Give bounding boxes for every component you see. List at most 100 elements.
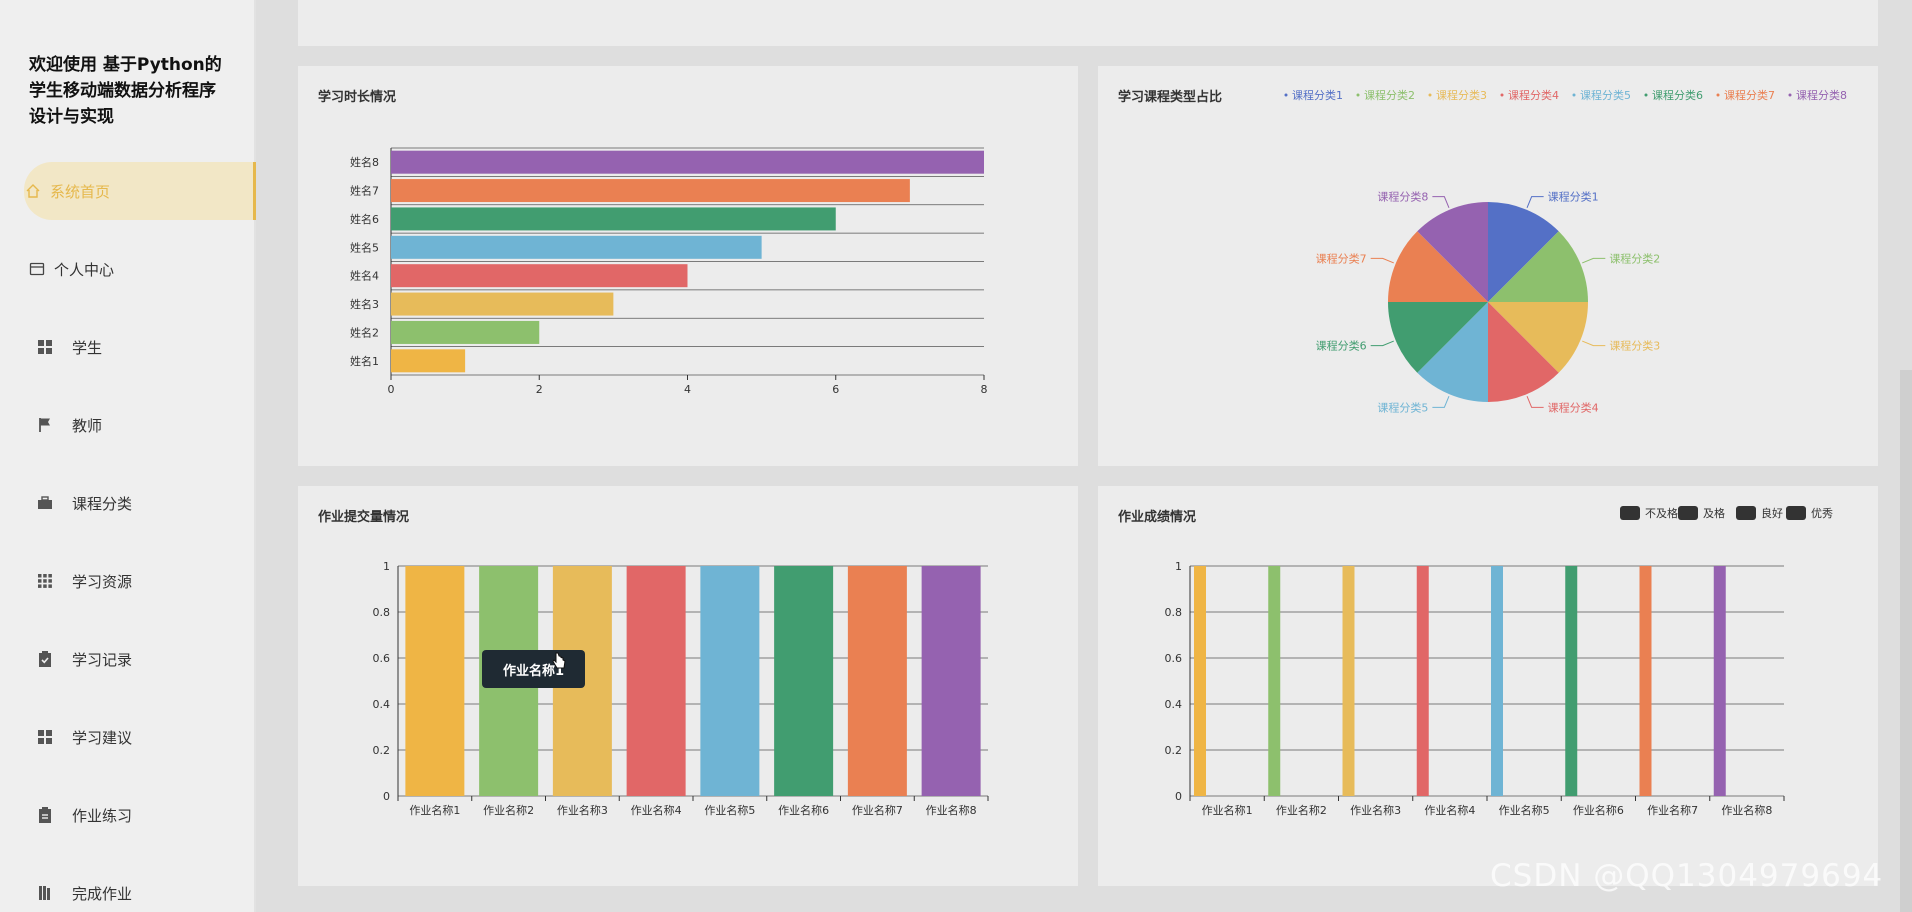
- sidebar-item-study-advice[interactable]: 学习建议: [0, 708, 256, 766]
- legend-marker: [1500, 93, 1504, 97]
- sidebar-item-course-category[interactable]: 课程分类: [0, 474, 256, 532]
- bar: [391, 179, 910, 203]
- bar: [1639, 566, 1652, 796]
- panel-title: 学习课程类型占比: [1118, 90, 1223, 105]
- top-panel-strip: [298, 0, 1878, 46]
- tick-label: 姓名7: [350, 184, 379, 198]
- page-scrollbar[interactable]: [1900, 370, 1912, 912]
- pie-label-line: [1432, 396, 1450, 408]
- legend-label: 课程分类7: [1724, 88, 1775, 102]
- bar: [700, 566, 760, 796]
- tick-label: 姓名6: [350, 212, 379, 226]
- legend-label: 课程分类2: [1364, 88, 1415, 102]
- tick-label: 作业名称5: [704, 803, 755, 817]
- sidebar-item-label: 学生: [72, 338, 103, 357]
- tick-label: 0.6: [1165, 652, 1183, 665]
- legend-marker: [1572, 93, 1576, 97]
- tick-label: 0.2: [1165, 744, 1183, 757]
- tick-label: 姓名4: [350, 269, 379, 283]
- legend-marker: [1284, 93, 1288, 97]
- app-title-line-1: 欢迎使用 基于Python的: [29, 55, 222, 75]
- sidebar-item-teachers[interactable]: 教师: [0, 396, 256, 454]
- panel-title: 学习时长情况: [318, 90, 397, 105]
- legend-label: 及格: [1703, 506, 1725, 520]
- legend-label: 课程分类3: [1436, 88, 1487, 102]
- sidebar-item-completed-homework[interactable]: 完成作业: [0, 864, 256, 912]
- pie-label: 课程分类2: [1609, 251, 1660, 265]
- hand-cursor-icon: [552, 652, 566, 669]
- pie-slice: [1417, 202, 1488, 302]
- bar: [391, 150, 984, 174]
- legend-marker: [1788, 93, 1792, 97]
- pie-label-line: [1370, 257, 1394, 264]
- sidebar-item-label: 学习建议: [72, 728, 133, 747]
- bar: [847, 566, 907, 796]
- tick-label: 姓名1: [350, 354, 379, 368]
- tick-label: 4: [684, 383, 691, 396]
- sidebar-item-label: 课程分类: [72, 494, 133, 513]
- tick-label: 作业名称4: [1424, 803, 1475, 817]
- pie-label-line: [1582, 340, 1606, 347]
- tick-label: 0.8: [373, 606, 391, 619]
- flag-icon: [36, 416, 54, 434]
- sidebar-item-label: 学习记录: [72, 650, 133, 669]
- legend-label: 课程分类1: [1292, 88, 1343, 102]
- legend-label: 课程分类8: [1796, 88, 1847, 102]
- legend-label: 良好: [1761, 506, 1783, 520]
- tick-label: 0.4: [1165, 698, 1183, 711]
- pie-slice: [1488, 231, 1588, 302]
- submission-panel: 作业提交量情况 0 0.2 0.4 0.6 0.8 1 作业名称1 作业名称2 作业名称3 作业名…: [298, 486, 1078, 886]
- bar: [1565, 566, 1578, 796]
- bar: [1416, 566, 1429, 796]
- pie-label-line: [1432, 196, 1450, 208]
- sidebar-item-homework-practice[interactable]: 作业练习: [0, 786, 256, 844]
- course-type-panel: 学习课程类型占比 课程分类1 课程分类2 课程分类3 课程分类4 课程分类5 课程分类6 课…: [1098, 66, 1878, 466]
- home-icon: [24, 182, 42, 200]
- sidebar-item-study-records[interactable]: 学习记录: [0, 630, 256, 688]
- sidebar-item-label: 系统首页: [50, 182, 111, 201]
- legend-marker: [1678, 506, 1698, 520]
- tick-label: 作业名称2: [483, 803, 534, 817]
- tick-label: 作业名称2: [1276, 803, 1327, 817]
- tick-label: 姓名2: [350, 325, 379, 339]
- tick-label: 0.4: [373, 698, 391, 711]
- tick-label: 姓名8: [350, 155, 379, 169]
- tick-label: 作业名称7: [1647, 803, 1698, 817]
- grid-icon: [36, 338, 54, 356]
- tick-label: 作业名称6: [1573, 803, 1624, 817]
- pie-label-line: [1370, 340, 1394, 347]
- tick-label: 作业名称7: [852, 803, 903, 817]
- bar: [391, 235, 762, 259]
- card-icon: [28, 260, 46, 278]
- sidebar-item-label: 学习资源: [72, 572, 133, 591]
- legend-marker: [1644, 93, 1648, 97]
- pie-label: 课程分类4: [1548, 400, 1599, 414]
- study-time-chart: 姓名1 姓名2 姓名3 姓名4 姓名5 姓名6 姓名7 姓名8 0 2 4 6 8: [350, 147, 988, 396]
- course-type-chart: 课程分类1 课程分类2 课程分类3 课程分类4 课程分类5 课程分类6 课程分类7 课程分类8…: [1284, 88, 1847, 414]
- tick-label: 0.2: [373, 744, 391, 757]
- clipboard-icon: [36, 806, 54, 824]
- panel-title: 作业成绩情况: [1118, 510, 1197, 525]
- sidebar-item-students[interactable]: 学生: [0, 318, 256, 376]
- legend-label: 课程分类6: [1652, 88, 1703, 102]
- sidebar-item-resources[interactable]: 学习资源: [0, 552, 256, 610]
- bar: [1342, 566, 1355, 796]
- tick-label: 姓名3: [350, 297, 379, 311]
- bar: [1491, 566, 1503, 796]
- pie-label: 课程分类5: [1377, 400, 1428, 414]
- pie-label-line: [1582, 257, 1606, 264]
- sidebar-item-label: 作业练习: [72, 806, 133, 825]
- sidebar-item-personal-center[interactable]: 个人中心: [0, 240, 256, 298]
- pie-slice: [1417, 302, 1488, 402]
- legend-marker: [1716, 93, 1720, 97]
- submission-chart: 0 0.2 0.4 0.6 0.8 1 作业名称1 作业名称2 作业名称3 作业名称4 作业名称5 作…: [373, 560, 989, 817]
- bar: [405, 566, 465, 796]
- pie-slice: [1388, 231, 1488, 302]
- tick-label: 1: [383, 560, 390, 573]
- book-icon: [36, 884, 54, 902]
- panel-title: 作业提交量情况: [318, 510, 410, 525]
- sidebar-item-home[interactable]: 系统首页: [24, 162, 256, 220]
- sidebar-item-label: 个人中心: [54, 260, 115, 279]
- tick-label: 0: [1175, 790, 1182, 803]
- bar: [391, 292, 614, 316]
